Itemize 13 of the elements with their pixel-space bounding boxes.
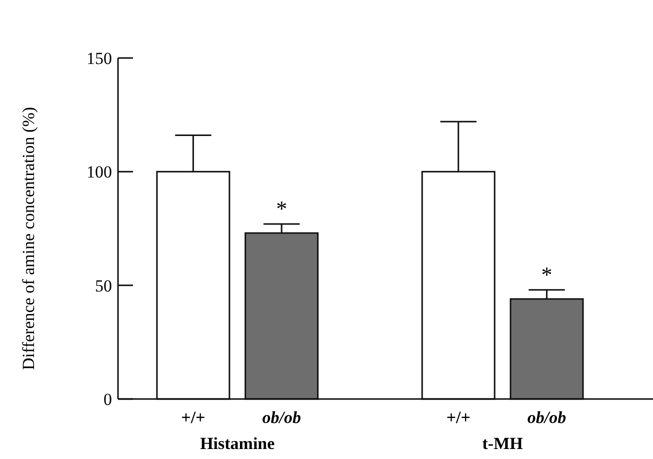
x-tick-label: +/+ [446, 408, 470, 427]
y-tick-label: 0 [104, 390, 112, 409]
x-tick-label: ob/ob [527, 408, 566, 427]
x-tick-label: ob/ob [262, 408, 301, 427]
x-tick-label: +/+ [181, 408, 206, 427]
y-tick-label: 150 [86, 48, 112, 68]
text: Histamine [200, 434, 276, 453]
text: t-MH [482, 434, 523, 453]
y-tick-label: 50 [95, 276, 112, 296]
y-tick-label: 100 [86, 162, 112, 182]
data-label: * [276, 196, 288, 221]
y-axis-title: Difference of amine concentration (%) [19, 106, 38, 370]
data-label: * [541, 262, 552, 287]
